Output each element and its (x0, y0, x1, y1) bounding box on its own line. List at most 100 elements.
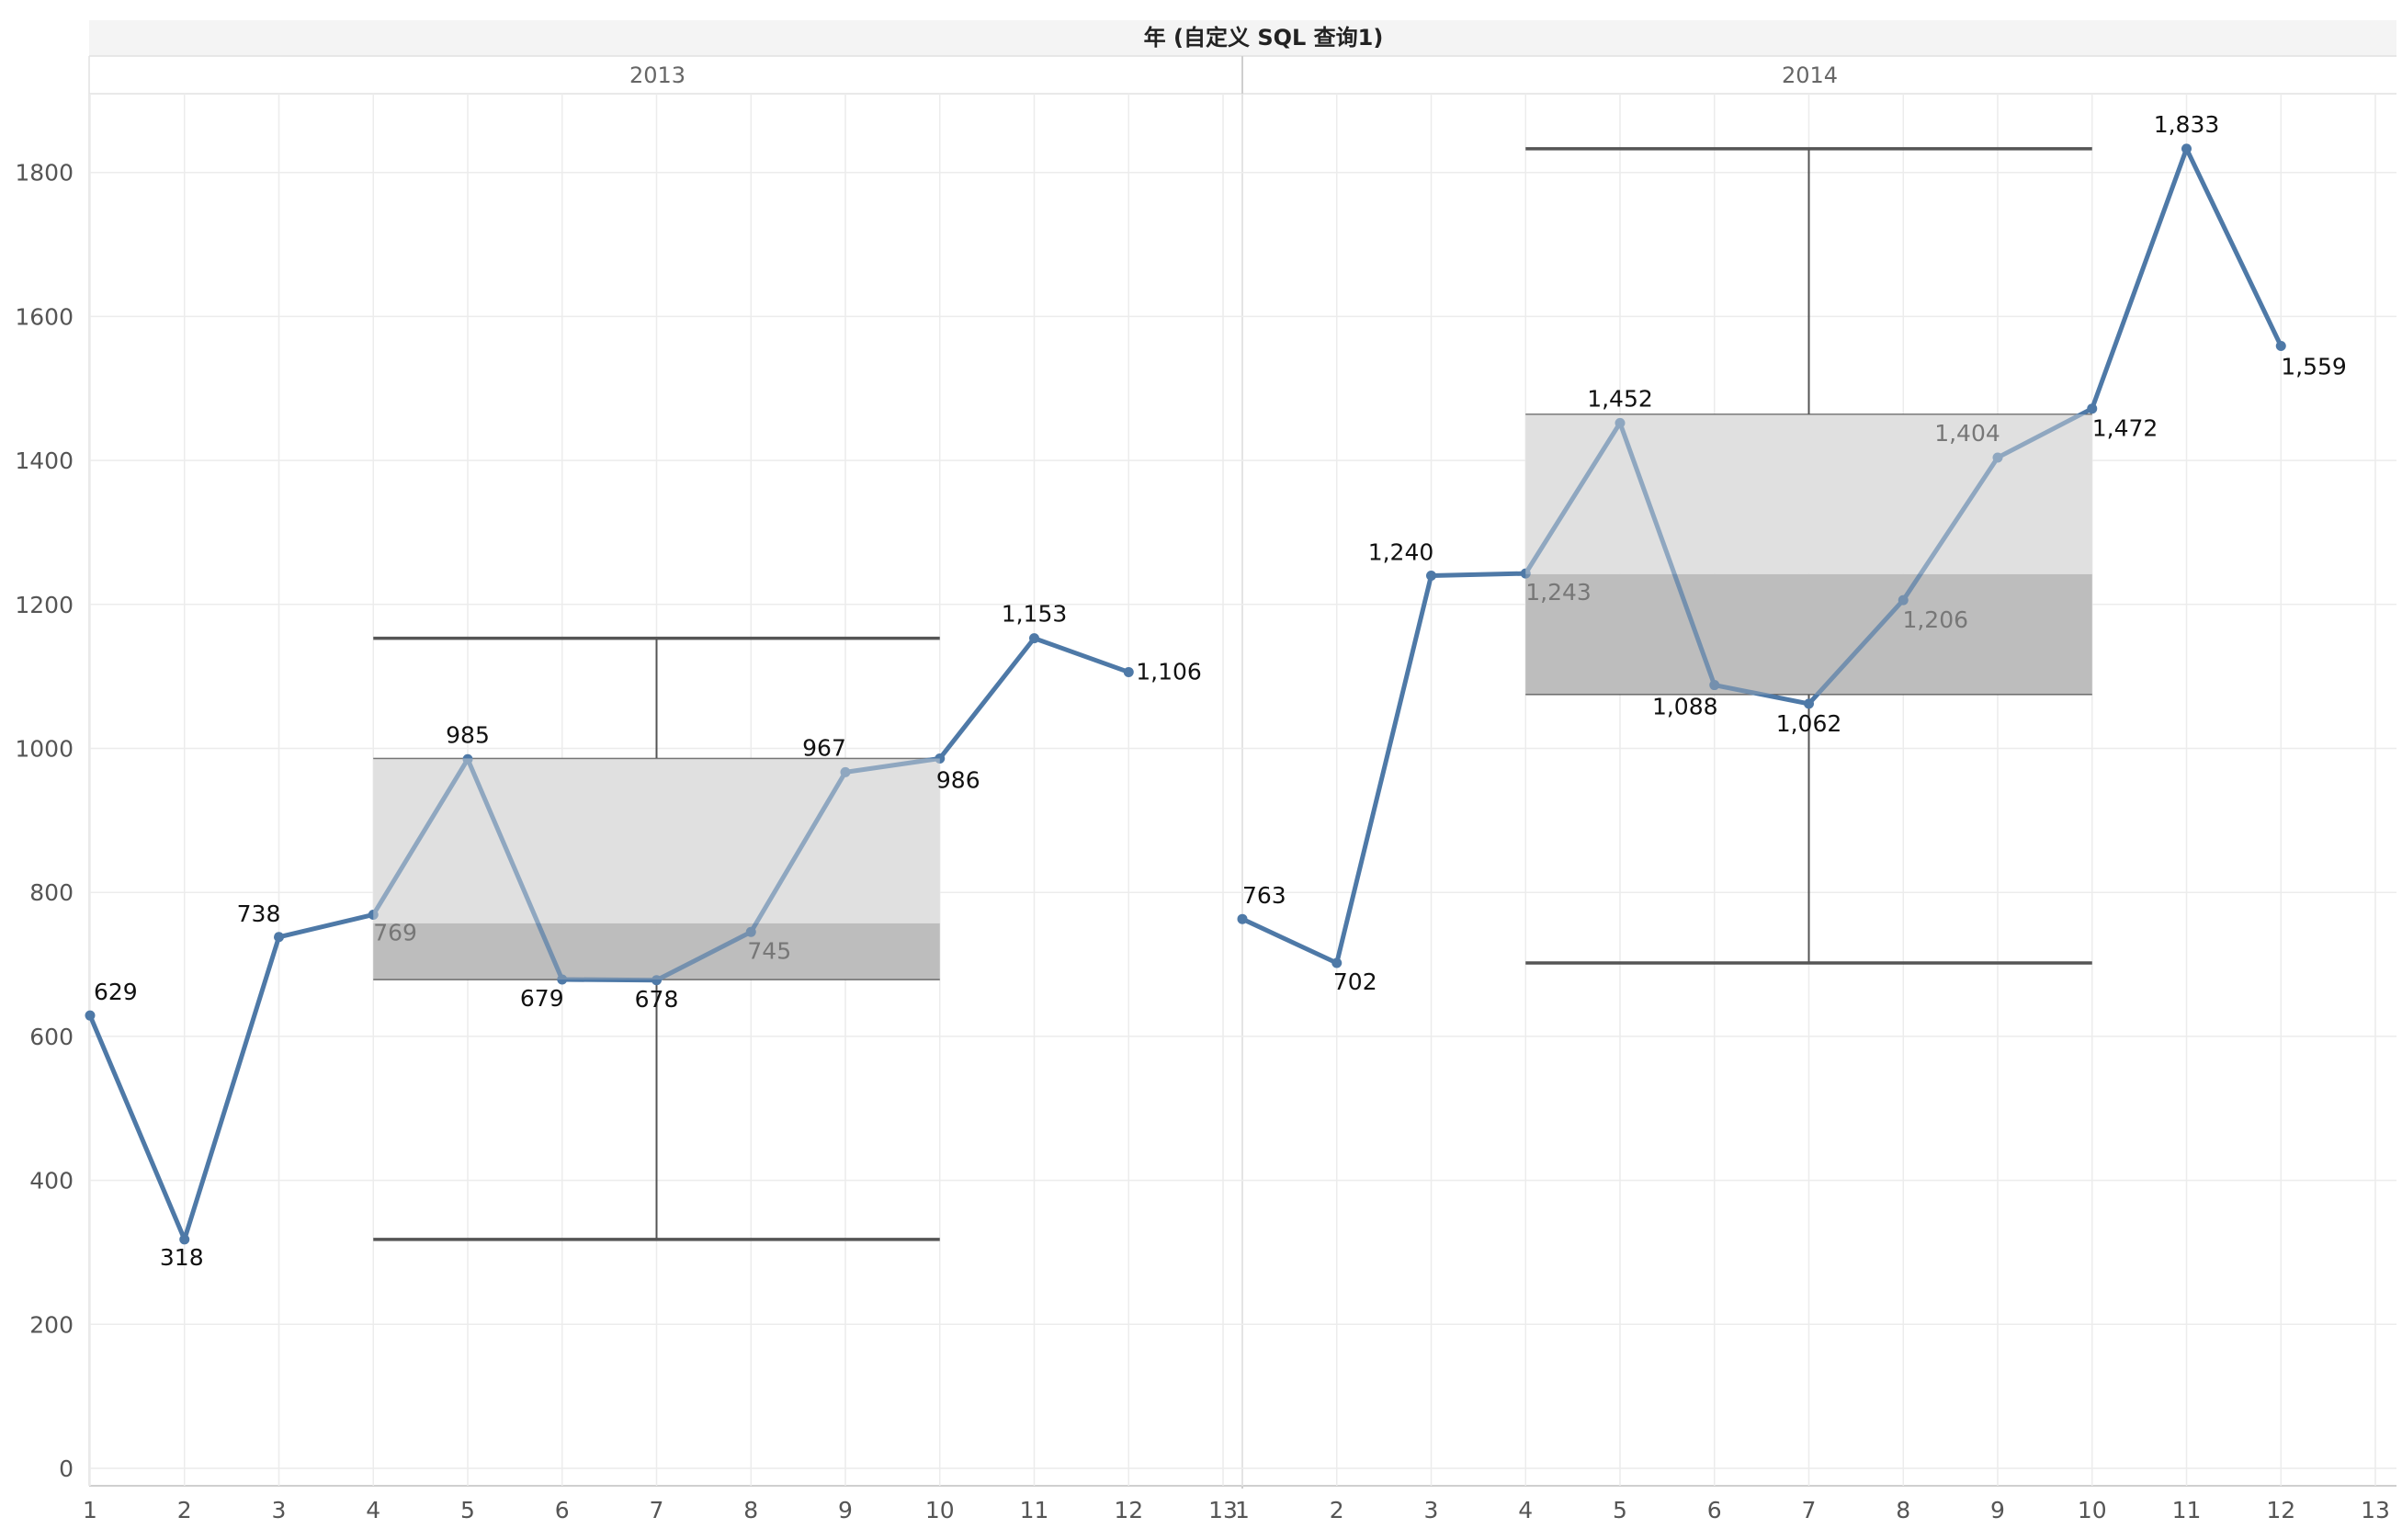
data-point-2014-8 (1898, 594, 1909, 606)
data-point-2013-2 (179, 1234, 190, 1245)
series-line-2014 (1240, 146, 2283, 966)
data-point-2014-3 (1426, 570, 1436, 581)
x-tick-label-2014-4: 4 (1518, 1497, 1533, 1523)
x-tick-label-2014-5: 5 (1613, 1497, 1627, 1523)
x-tick-label-2014-2: 2 (1330, 1497, 1344, 1523)
x-tick-label-2014-8: 8 (1896, 1497, 1910, 1523)
x-tick-label-2014-12: 12 (2266, 1497, 2295, 1523)
data-point-2014-6 (1709, 680, 1720, 691)
y-tick-label-1200: 1200 (15, 592, 74, 618)
data-point-2013-12 (1123, 666, 1134, 677)
data-label-2013-6: 679 (520, 985, 564, 1012)
data-label-2013-7: 678 (635, 986, 679, 1013)
x-tick-label-2013-6: 6 (555, 1497, 570, 1523)
box-lower-overlay-2014 (1525, 573, 2092, 695)
data-label-2014-2: 702 (1333, 968, 1377, 995)
x-tick-label-2013-13: 13 (1208, 1497, 1238, 1523)
data-point-2014-9 (1992, 452, 2003, 463)
pane-label-2013: 2013 (629, 62, 685, 88)
series-line-2013 (87, 636, 1131, 1242)
data-point-2014-1 (1237, 913, 1248, 924)
data-point-2014-10 (2087, 403, 2098, 414)
data-label-2014-4: 1,243 (1525, 579, 1592, 606)
data-point-2013-1 (85, 1010, 96, 1021)
data-point-2014-12 (2275, 341, 2286, 352)
y-tick-label-400: 400 (29, 1168, 74, 1195)
x-tick-label-2013-9: 9 (838, 1497, 853, 1523)
box-band-layer (373, 147, 2092, 1241)
x-tick-label-2014-7: 7 (1802, 1497, 1817, 1523)
data-point-2013-10 (935, 753, 946, 764)
x-tick-label-2013-1: 1 (83, 1497, 97, 1523)
data-label-2013-4: 769 (373, 919, 417, 946)
x-tick-label-2014-10: 10 (2078, 1497, 2107, 1523)
data-point-2014-7 (1804, 698, 1814, 709)
y-tick-label-1800: 1800 (15, 160, 74, 187)
data-point-2013-6 (557, 974, 568, 985)
data-label-2013-1: 629 (94, 979, 138, 1005)
box-lower-band-2014 (1525, 573, 2092, 695)
data-label-2014-8: 1,206 (1902, 606, 1968, 633)
data-point-2013-3 (274, 932, 284, 943)
y-tick-label-800: 800 (29, 879, 74, 906)
data-label-2014-9: 1,404 (1934, 420, 2000, 447)
y-tick-label-600: 600 (29, 1024, 74, 1050)
data-point-2013-4 (368, 909, 379, 920)
data-label-2013-11: 1,153 (1002, 601, 1068, 628)
x-tick-label-2013-11: 11 (1020, 1497, 1049, 1523)
data-label-2014-3: 1,240 (1368, 538, 1434, 565)
data-label-2013-12: 1,106 (1136, 658, 1202, 685)
y-tick-label-200: 200 (29, 1311, 74, 1338)
series-line-layer (85, 143, 2286, 1245)
data-point-2013-9 (840, 766, 851, 777)
data-label-2013-8: 745 (747, 937, 791, 964)
box-upper-band-2014 (1525, 413, 2092, 574)
x-tick-label-2013-5: 5 (460, 1497, 475, 1523)
data-point-2014-2 (1331, 957, 1343, 968)
data-label-2013-9: 967 (802, 734, 846, 761)
data-label-2014-7: 1,062 (1776, 710, 1842, 737)
data-point-2013-8 (745, 926, 756, 937)
box-lower-overlay-2013 (373, 923, 940, 980)
x-tick-label-2013-3: 3 (272, 1497, 287, 1523)
box-lower-band-2013 (373, 923, 940, 980)
data-point-2013-5 (462, 753, 473, 764)
x-tick-label-2013-4: 4 (366, 1497, 380, 1523)
x-tick-label-2014-11: 11 (2172, 1497, 2202, 1523)
data-point-2013-7 (651, 975, 662, 986)
data-point-2014-11 (2181, 143, 2192, 154)
x-tick-label-2014-9: 9 (1990, 1497, 2005, 1523)
data-label-2013-2: 318 (160, 1244, 204, 1271)
y-tick-label-1400: 1400 (15, 447, 74, 474)
data-label-2013-5: 985 (446, 721, 490, 748)
data-label-2014-11: 1,833 (2154, 111, 2220, 138)
x-tick-label-2013-2: 2 (177, 1497, 192, 1523)
data-point-2013-11 (1029, 633, 1039, 644)
y-tick-label-0: 0 (59, 1455, 74, 1482)
pane-label-2014: 2014 (1782, 62, 1838, 88)
data-label-2014-5: 1,452 (1587, 385, 1653, 412)
data-point-2014-4 (1520, 568, 1531, 579)
x-tick-label-2014-1: 1 (1235, 1497, 1250, 1523)
x-tick-label-2014-13: 13 (2361, 1497, 2390, 1523)
x-tick-label-2013-10: 10 (925, 1497, 955, 1523)
box-upper-band-2013 (373, 758, 940, 923)
x-tick-label-2013-7: 7 (650, 1497, 664, 1523)
y-tick-label-1600: 1600 (15, 303, 74, 330)
header-band (89, 20, 2396, 56)
x-tick-label-2013-12: 12 (1114, 1497, 1143, 1523)
y-tick-label-1000: 1000 (15, 736, 74, 763)
x-tick-label-2014-3: 3 (1424, 1497, 1439, 1523)
data-label-2013-3: 738 (237, 900, 281, 927)
data-label-2013-10: 986 (936, 766, 980, 793)
box-upper-overlay-2014 (1525, 413, 2092, 574)
data-label-2014-1: 763 (1242, 882, 1286, 909)
data-label-2014-6: 1,088 (1652, 694, 1718, 720)
x-tick-label-2013-8: 8 (743, 1497, 758, 1523)
data-label-2014-12: 1,559 (2281, 354, 2347, 380)
data-label-layer: 629 318 738 769 985 679 678 745 967 986 1,153 1,106… (94, 111, 2347, 1271)
data-label-2014-10: 1,472 (2092, 415, 2158, 442)
data-point-2014-5 (1615, 417, 1626, 428)
